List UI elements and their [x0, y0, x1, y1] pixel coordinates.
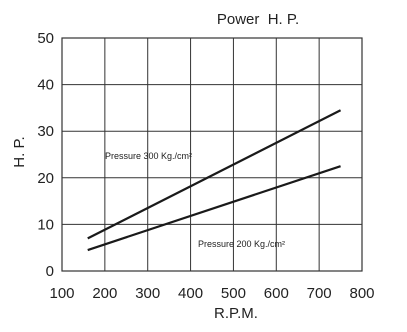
y-tick-label: 0	[46, 263, 54, 280]
series-lines: Pressure 300 Kg./cm² Pressure 200 Kg./cm²	[87, 109, 342, 252]
x-tick-label: 600	[264, 285, 289, 302]
y-tick-label: 10	[37, 216, 54, 233]
y-axis-label: H. P.	[11, 136, 28, 167]
series-label-2: Pressure 200 Kg./cm²	[198, 239, 285, 249]
x-tick-label: 100	[49, 285, 74, 302]
chart-title: Power H. P.	[217, 11, 299, 28]
series-line-2	[87, 165, 341, 252]
x-tick-label: 500	[221, 285, 246, 302]
y-tick-label: 40	[37, 77, 54, 94]
x-tick-label: 300	[135, 285, 160, 302]
x-axis-label: R.P.M.	[214, 305, 258, 322]
series-line-1	[87, 109, 342, 240]
series-label-1: Pressure 300 Kg./cm²	[105, 151, 192, 161]
x-tick-label: 200	[92, 285, 117, 302]
y-tick-label: 50	[37, 30, 54, 47]
y-tick-label: 20	[37, 170, 54, 187]
labels: Power H. P. R.P.M. H. P.	[11, 11, 299, 322]
y-tick-label: 30	[37, 123, 54, 140]
x-tick-label: 800	[349, 285, 374, 302]
x-tick-label: 700	[307, 285, 332, 302]
plot-frame	[61, 37, 363, 272]
x-tick-label: 400	[178, 285, 203, 302]
grid: 100 200 300 400 500 600 700 800 0 10 20 30 40 50	[37, 30, 374, 302]
